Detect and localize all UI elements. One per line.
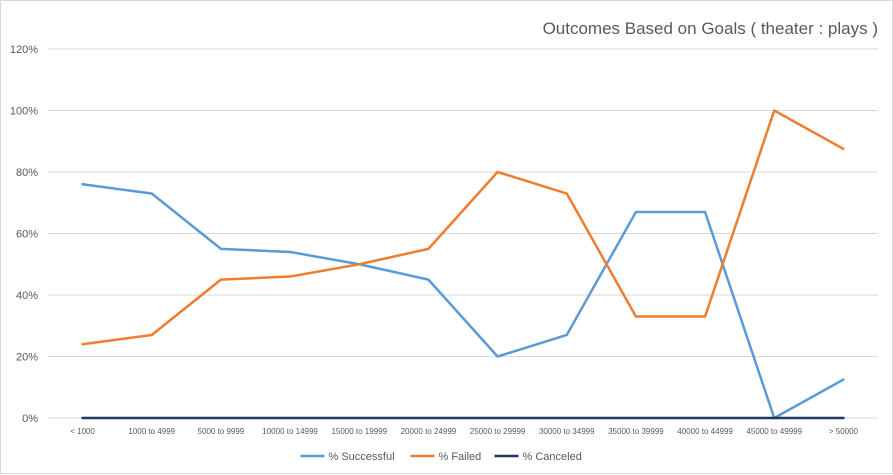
x-tick-label: 25000 to 29999: [470, 427, 526, 436]
x-tick-label: 15000 to 19999: [331, 427, 387, 436]
x-tick-label: 40000 to 44999: [677, 427, 733, 436]
series-line-1: [81, 109, 845, 346]
series-line-0: [81, 183, 845, 420]
x-tick-label: 30000 to 34999: [539, 427, 595, 436]
legend-label: % Canceled: [523, 451, 582, 463]
chart-title: Outcomes Based on Goals ( theater : play…: [542, 19, 878, 38]
y-tick-label: 20%: [16, 352, 38, 364]
series-lines: [81, 109, 845, 420]
x-tick-label: 35000 to 39999: [608, 427, 664, 436]
gridlines: [48, 48, 878, 419]
y-tick-label: 40%: [16, 290, 38, 302]
legend: % Successful % Failed % Canceled: [300, 451, 582, 463]
x-tick-label: 45000 to 49999: [746, 427, 802, 436]
legend-label: % Failed: [439, 451, 482, 463]
y-axis-ticks: 0% 20% 40% 60% 80% 100% 120%: [10, 44, 38, 425]
legend-label: % Successful: [329, 451, 395, 463]
x-axis-ticks: < 1000 1000 to 4999 5000 to 9999 10000 to 1…: [70, 427, 858, 436]
y-tick-label: 60%: [16, 229, 38, 241]
x-tick-label: 1000 to 4999: [128, 427, 175, 436]
y-tick-label: 0%: [22, 413, 38, 425]
y-tick-label: 80%: [16, 167, 38, 179]
y-tick-label: 120%: [10, 44, 38, 56]
x-tick-label: 5000 to 9999: [198, 427, 245, 436]
x-tick-label: < 1000: [70, 427, 95, 436]
x-tick-label: 20000 to 24999: [401, 427, 457, 436]
x-tick-label: > 50000: [829, 427, 859, 436]
x-tick-label: 10000 to 14999: [262, 427, 318, 436]
y-tick-label: 100%: [10, 106, 38, 118]
